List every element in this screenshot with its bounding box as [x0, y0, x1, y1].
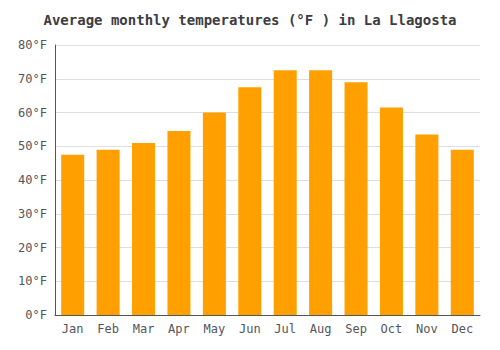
svg-text:Dec: Dec [451, 322, 473, 336]
svg-text:30°F: 30°F [18, 207, 47, 221]
svg-text:80°F: 80°F [18, 38, 47, 52]
svg-text:Aug: Aug [310, 322, 332, 336]
svg-text:70°F: 70°F [18, 72, 47, 86]
svg-text:Feb: Feb [97, 322, 119, 336]
svg-text:60°F: 60°F [18, 106, 47, 120]
svg-text:Jul: Jul [274, 322, 296, 336]
svg-text:Sep: Sep [345, 322, 367, 336]
svg-text:Nov: Nov [416, 322, 438, 336]
svg-text:Mar: Mar [133, 322, 155, 336]
svg-text:May: May [204, 322, 226, 336]
svg-text:40°F: 40°F [18, 173, 47, 187]
svg-text:50°F: 50°F [18, 139, 47, 153]
svg-text:Oct: Oct [381, 322, 403, 336]
svg-text:Average monthly temperatures (: Average monthly temperatures (°F ) in La… [43, 12, 456, 28]
svg-text:10°F: 10°F [18, 274, 47, 288]
svg-text:Jun: Jun [239, 322, 261, 336]
svg-text:20°F: 20°F [18, 241, 47, 255]
svg-text:Apr: Apr [168, 322, 190, 336]
svg-text:0°F: 0°F [25, 308, 47, 322]
svg-text:Jan: Jan [62, 322, 84, 336]
